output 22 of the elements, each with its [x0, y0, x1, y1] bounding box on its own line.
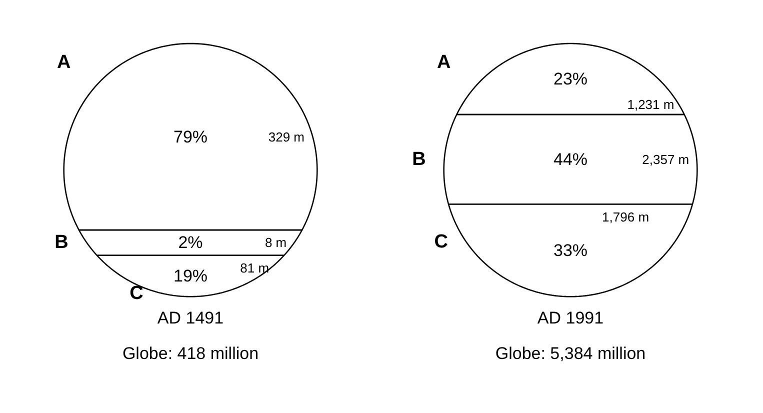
text: Globe: 418 million	[122, 344, 259, 364]
data-label: 19%	[173, 266, 208, 286]
text: 1,231 m	[627, 96, 674, 112]
text: AD 1991	[537, 308, 604, 328]
data-label: 44%	[553, 150, 588, 169]
data-label: 33%	[553, 240, 588, 260]
text: 1,796 m	[602, 209, 650, 224]
data-label: 23%	[553, 70, 588, 89]
category-label: C	[434, 232, 448, 253]
category-label: A	[436, 52, 451, 74]
text: 329 m	[268, 129, 305, 144]
text: 8 m	[264, 235, 287, 250]
text: AD 1491	[157, 308, 224, 328]
data-label: 2%	[178, 233, 203, 252]
text: 81 m	[240, 260, 270, 276]
category-label: B	[54, 232, 68, 254]
category-label: C	[130, 282, 144, 304]
text: 2,357 m	[642, 152, 690, 167]
text: Globe: 5,384 million	[495, 344, 646, 364]
data-label: 79%	[173, 127, 208, 146]
category-label: A	[56, 52, 71, 74]
category-label: B	[412, 148, 426, 170]
